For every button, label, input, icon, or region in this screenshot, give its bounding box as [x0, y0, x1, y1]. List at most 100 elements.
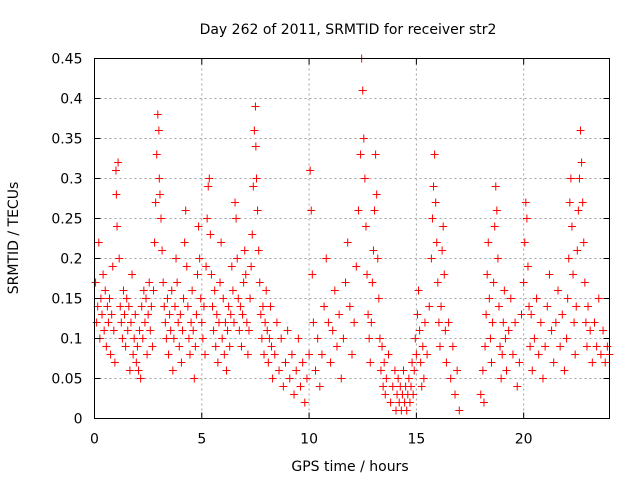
data-point — [112, 190, 121, 199]
data-point — [242, 318, 251, 327]
data-point — [532, 294, 541, 303]
data-point — [240, 246, 249, 255]
data-point — [313, 334, 322, 343]
data-point — [279, 382, 288, 391]
data-point — [365, 334, 374, 343]
data-point — [150, 238, 159, 247]
data-point — [92, 318, 101, 327]
data-point — [251, 102, 260, 111]
data-point — [124, 302, 133, 311]
data-point — [264, 358, 273, 367]
data-point — [413, 310, 422, 319]
data-point — [135, 326, 144, 335]
data-point — [165, 310, 174, 319]
data-point — [137, 302, 146, 311]
data-point — [428, 214, 437, 223]
data-point — [232, 214, 241, 223]
data-point — [247, 262, 256, 271]
data-point — [489, 278, 498, 287]
data-point — [296, 382, 305, 391]
data-point — [208, 302, 217, 311]
data-point — [369, 246, 378, 255]
data-point — [493, 254, 502, 263]
data-point — [305, 350, 314, 359]
data-point — [219, 294, 228, 303]
data-point — [173, 278, 182, 287]
data-point — [294, 334, 303, 343]
data-point — [203, 214, 212, 223]
data-point — [603, 342, 612, 351]
data-point — [444, 318, 453, 327]
data-point — [266, 302, 275, 311]
data-point — [134, 366, 143, 375]
data-point — [245, 326, 253, 335]
data-point — [281, 358, 290, 367]
y-tick-label: 0.05 — [51, 372, 82, 388]
data-point — [206, 230, 215, 239]
x-tick-label: 15 — [407, 432, 425, 448]
data-point — [563, 294, 572, 303]
data-point — [309, 318, 318, 327]
data-point — [139, 286, 148, 295]
data-point — [417, 382, 426, 391]
data-point — [133, 342, 142, 351]
data-point — [164, 350, 173, 359]
data-point — [354, 206, 363, 215]
data-point — [482, 310, 491, 319]
data-point — [405, 398, 414, 407]
data-point — [125, 366, 134, 375]
data-point — [541, 342, 550, 351]
data-point — [198, 334, 207, 343]
data-point — [497, 374, 506, 383]
data-point — [545, 270, 554, 279]
data-point — [478, 366, 487, 375]
data-point — [300, 398, 309, 407]
data-point — [376, 366, 385, 375]
data-point — [438, 246, 447, 255]
data-point — [117, 318, 126, 327]
data-point — [233, 254, 242, 263]
axis-ticks: 0 0.05 0.1 0.15 0.2 0.25 0.3 0.35 0.4 0.45 0 5 10 15 2… — [51, 52, 610, 448]
data-point — [366, 358, 375, 367]
data-point — [210, 286, 219, 295]
data-point — [93, 302, 102, 311]
data-point — [408, 358, 417, 367]
data-point — [337, 374, 346, 383]
data-point — [560, 366, 569, 375]
data-point — [217, 238, 226, 247]
y-tick-label: 0 — [74, 412, 83, 428]
data-point — [409, 390, 418, 399]
data-point — [570, 318, 579, 327]
x-tick-label: 0 — [90, 432, 99, 448]
data-point — [483, 270, 492, 279]
data-point — [302, 374, 311, 383]
data-point — [174, 318, 183, 327]
data-point — [386, 398, 395, 407]
chart-title: Day 262 of 2011, SRMTID for receiver str… — [200, 22, 497, 38]
data-point — [131, 310, 140, 319]
data-point — [151, 198, 160, 207]
data-point — [360, 174, 369, 183]
data-point — [525, 302, 534, 311]
data-point — [205, 174, 214, 183]
data-point — [315, 382, 324, 391]
data-point — [418, 342, 427, 351]
data-point — [140, 318, 149, 327]
data-point — [201, 350, 210, 359]
data-point — [258, 302, 267, 311]
data-point — [227, 262, 236, 271]
data-point — [129, 350, 138, 359]
data-point — [332, 342, 341, 351]
data-point — [220, 350, 229, 359]
data-point — [596, 350, 605, 359]
data-point — [431, 198, 440, 207]
data-point — [599, 326, 608, 335]
data-point — [317, 350, 326, 359]
data-point — [246, 294, 255, 303]
data-point — [502, 366, 511, 375]
data-point — [243, 350, 252, 359]
data-point — [157, 214, 166, 223]
data-point — [225, 342, 234, 351]
data-point — [578, 198, 587, 207]
data-point — [427, 254, 436, 263]
